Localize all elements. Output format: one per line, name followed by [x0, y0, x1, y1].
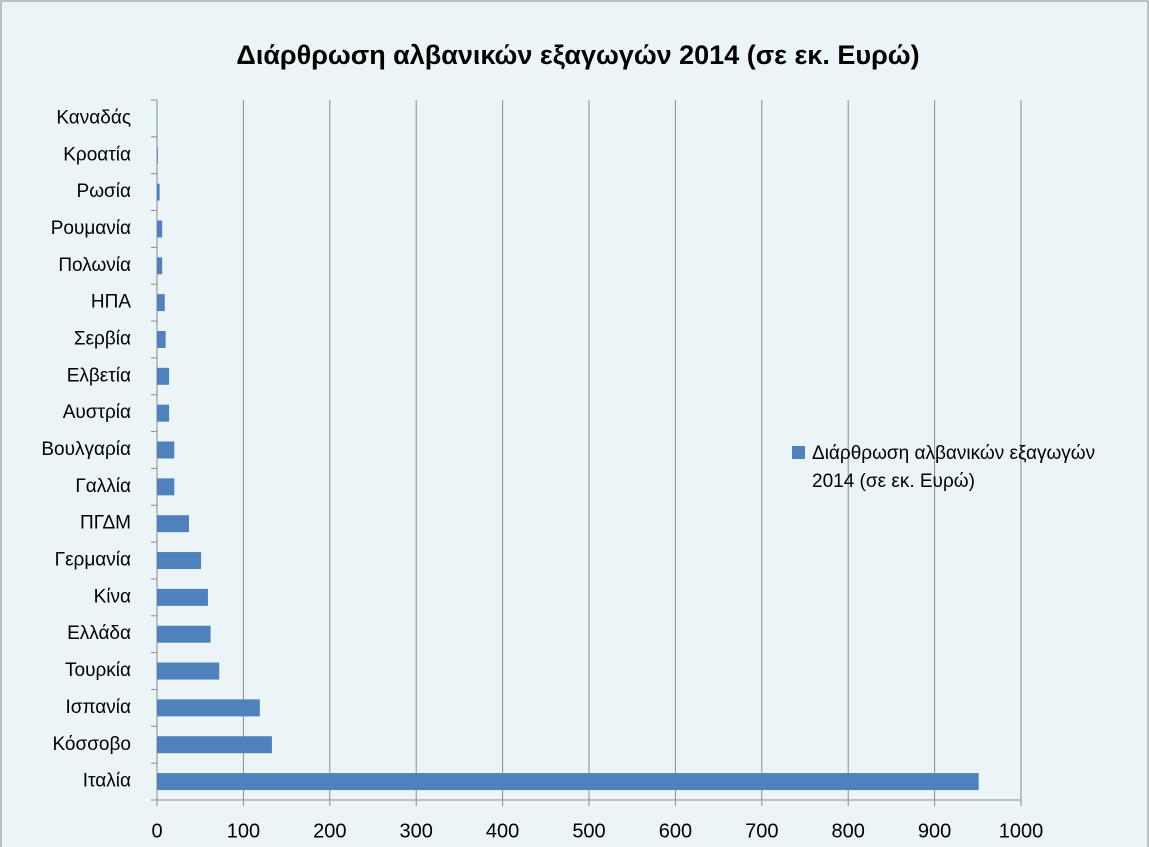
chart-title: Διάρθρωση αλβανικών εξαγωγών 2014 (σε εκ… [236, 40, 919, 70]
y-tick-label: ΗΠΑ [91, 292, 131, 313]
x-tick-label: 600 [659, 820, 692, 842]
legend-label: Διάρθρωση αλβανικών εξαγωγών 2014 (σε εκ… [812, 443, 1096, 492]
x-tick-label: 700 [745, 820, 778, 842]
x-tick-label: 200 [313, 820, 346, 842]
bar [157, 367, 170, 385]
bar [157, 588, 208, 606]
y-tick-label: Τουρκία [65, 660, 131, 681]
y-tick-label: Ελβετία [67, 365, 131, 386]
bar [157, 257, 163, 275]
y-tick-label: Κίνα [94, 586, 131, 607]
bar [157, 183, 160, 201]
y-tick-label: Σερβία [74, 328, 131, 349]
x-tick-label: 1000 [999, 820, 1044, 842]
y-tick-label: Ρουμανία [51, 218, 131, 239]
bar [157, 773, 979, 791]
y-tick-label: Ιταλία [83, 771, 131, 792]
bar [157, 478, 175, 496]
y-tick-label: Πολωνία [58, 255, 131, 276]
y-tick-label: Κόσσοβο [52, 734, 131, 755]
bar [157, 404, 170, 422]
y-tick-label: Γαλλία [75, 476, 131, 497]
y-tick-label: Βουλγαρία [41, 439, 131, 460]
x-tick-label: 500 [572, 820, 605, 842]
x-tick-label: 900 [918, 820, 951, 842]
x-tick-label: 800 [832, 820, 865, 842]
y-tick-label: Καναδάς [56, 107, 131, 128]
bar [157, 330, 166, 348]
legend-key [792, 446, 805, 459]
y-tick-label: Κροατία [63, 144, 131, 165]
y-tick-label: Ισπανία [65, 697, 131, 718]
bar [157, 552, 202, 570]
bar [157, 441, 175, 459]
y-tick-label: Γερμανία [55, 550, 131, 571]
x-tick-label: 300 [400, 820, 433, 842]
y-tick-label: ΠΓΔΜ [80, 513, 131, 534]
bar [157, 294, 165, 312]
x-tick-label: 0 [151, 820, 162, 842]
bar [157, 699, 260, 717]
bar [157, 146, 158, 164]
y-tick-label: Ρωσία [77, 181, 131, 202]
bar [157, 515, 189, 533]
bar [157, 625, 211, 643]
y-tick-label: Αυστρία [63, 402, 131, 423]
x-tick-label: 400 [486, 820, 519, 842]
x-tick-label: 100 [227, 820, 260, 842]
bar [157, 736, 272, 754]
bar [157, 220, 163, 238]
y-tick-label: Ελλάδα [67, 623, 131, 644]
bar [157, 662, 220, 680]
